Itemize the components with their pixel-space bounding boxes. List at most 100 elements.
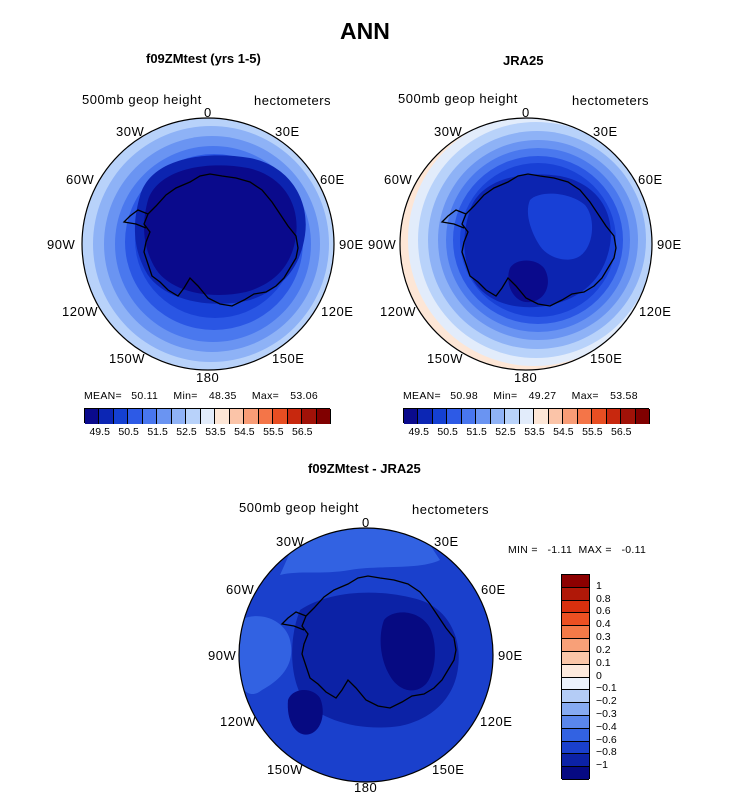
- colorbar-tick-label: 56.5: [292, 426, 313, 438]
- colorbar-tick-label: 53.5: [205, 426, 226, 438]
- min-label: Min=: [173, 390, 198, 402]
- colorbar-swatch: [562, 575, 589, 588]
- lon-label-150e-diff: 150E: [432, 762, 465, 777]
- colorbar-tick-label: −0.8: [596, 746, 617, 759]
- colorbar-tick-label: −0.4: [596, 720, 617, 733]
- map-border-model: [81, 117, 335, 371]
- colorbar-swatch: [200, 409, 216, 424]
- colorbar-tick-label: 0.3: [596, 631, 611, 644]
- colorbar-swatch: [113, 409, 129, 424]
- lon-label-120w-obs: 120W: [380, 304, 416, 319]
- colorbar-swatch: [534, 409, 549, 424]
- colorbar-swatch: [562, 677, 589, 691]
- colorbar-swatch: [606, 409, 622, 424]
- colorbar-tick-label: −0.2: [596, 695, 617, 708]
- colorbar-ticks-diff: 1 0.8 0.6 0.4 0.3 0.2 0.1 0 −0.1 −0.2 −0.3 −0.4 −0.6…: [596, 574, 636, 779]
- colorbar-swatch: [316, 409, 331, 424]
- colorbar-tick-label: 52.5: [176, 426, 197, 438]
- field-label-diff: 500mb geop height: [239, 500, 359, 515]
- min-value: 49.27: [528, 390, 557, 402]
- obs-high-area: [527, 193, 593, 260]
- field-label-model: 500mb geop height: [82, 92, 202, 107]
- colorbar-tick-label: 54.5: [234, 426, 255, 438]
- colorbar-tick-label: 52.5: [495, 426, 516, 438]
- lon-label-150w-obs: 150W: [427, 351, 463, 366]
- stats-diff: MIN = -1.11 MAX = -0.11: [508, 544, 647, 556]
- units-label-model: hectometers: [254, 93, 332, 108]
- lon-label-30e: 30E: [275, 124, 300, 139]
- min-value: 48.35: [208, 390, 237, 402]
- colorbar-swatch: [562, 651, 589, 665]
- colorbar-obs: [403, 408, 650, 424]
- lon-label-30w: 30W: [116, 124, 145, 139]
- colorbar-swatch: [85, 409, 100, 424]
- colorbar-swatch: [490, 409, 506, 424]
- colorbar-swatch: [562, 613, 589, 627]
- colorbar-tick-label: 51.5: [147, 426, 168, 438]
- colorbar-diff: [561, 574, 590, 780]
- lon-label-90w-diff: 90W: [208, 648, 237, 663]
- colorbar-swatch: [562, 754, 589, 768]
- lon-label-60w-diff: 60W: [226, 582, 255, 597]
- lon-label-120e: 120E: [321, 304, 354, 319]
- colorbar-swatch: [404, 409, 419, 424]
- colorbar-swatch: [99, 409, 114, 424]
- colorbar-swatch: [171, 409, 187, 424]
- lon-label-0: 0: [204, 105, 212, 120]
- lon-label-90e-diff: 90E: [498, 648, 523, 663]
- colorbar-swatch: [577, 409, 593, 424]
- lon-label-120w-diff: 120W: [220, 714, 256, 729]
- mean-label: MEAN=: [403, 390, 441, 402]
- map-border-diff: [238, 527, 494, 783]
- colorbar-tick-label: 1: [596, 579, 602, 592]
- max-label: Max=: [571, 390, 599, 402]
- stats-obs: MEAN= 50.98 Min= 49.27 Max= 53.58: [403, 390, 638, 402]
- colorbar-swatch: [563, 409, 578, 424]
- colorbar-swatch: [302, 409, 317, 424]
- colorbar-swatch: [519, 409, 535, 424]
- lon-label-60w-obs: 60W: [384, 172, 413, 187]
- lon-label-90e: 90E: [339, 237, 364, 252]
- panel-title-model: f09ZMtest (yrs 1-5): [146, 51, 261, 66]
- lon-label-30e-diff: 30E: [434, 534, 459, 549]
- colorbar-swatch: [635, 409, 650, 424]
- colorbar-tick-label: 55.5: [263, 426, 284, 438]
- colorbar-tick-label: −0.6: [596, 733, 617, 746]
- lon-label-90w: 90W: [47, 237, 76, 252]
- min-label: Min=: [493, 390, 518, 402]
- colorbar-swatch: [562, 639, 589, 652]
- lon-label-150e: 150E: [272, 351, 305, 366]
- coastline-model: [122, 173, 299, 307]
- map-border-obs: [399, 117, 653, 371]
- lon-label-150w-diff: 150W: [267, 762, 303, 777]
- lon-label-180-diff: 180: [354, 780, 378, 795]
- lon-label-180: 180: [196, 370, 220, 385]
- colorbar-swatch: [258, 409, 274, 424]
- lon-label-90e-obs: 90E: [657, 237, 682, 252]
- stats-model: MEAN= 50.11 Min= 48.35 Max= 53.06: [84, 390, 318, 402]
- colorbar-swatch: [548, 409, 564, 424]
- lon-label-0-obs: 0: [522, 105, 530, 120]
- colorbar-swatch: [128, 409, 143, 424]
- colorbar-swatch: [215, 409, 230, 424]
- lon-label-30w-diff: 30W: [276, 534, 305, 549]
- colorbar-tick-label: 0.1: [596, 656, 611, 669]
- units-label-diff: hectometers: [412, 502, 490, 517]
- mean-label: MEAN=: [84, 390, 122, 402]
- colorbar-swatch: [562, 600, 589, 614]
- lon-label-60e-obs: 60E: [638, 172, 663, 187]
- colorbar-swatch: [562, 728, 589, 742]
- lon-label-0-diff: 0: [362, 515, 370, 530]
- colorbar-swatch: [157, 409, 172, 424]
- colorbar-model: [84, 408, 331, 424]
- mean-value: 50.11: [131, 390, 159, 402]
- colorbar-tick-label: 55.5: [582, 426, 603, 438]
- colorbar-tick-label: 0: [596, 669, 602, 682]
- obs-low-area: [508, 260, 548, 303]
- coastline-obs: [440, 173, 617, 307]
- diff-lighter-left: [239, 616, 292, 694]
- colorbar-swatch: [447, 409, 462, 424]
